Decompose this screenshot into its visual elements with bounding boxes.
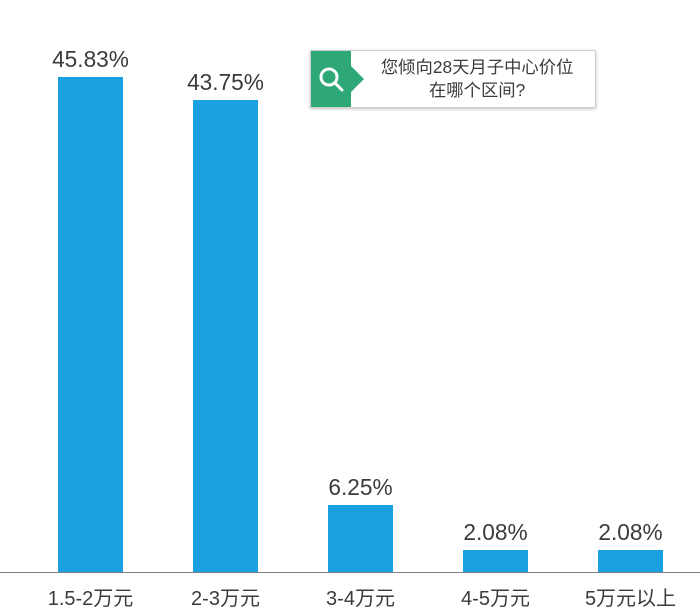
bar-category-label: 3-4万元	[291, 582, 431, 611]
bar: 6.25%3-4万元	[328, 505, 393, 573]
bar: 2.08%5万元以上	[598, 550, 663, 572]
callout-icon-box	[311, 51, 351, 107]
bar-rect	[328, 505, 393, 573]
search-icon	[316, 64, 346, 94]
x-axis-line	[0, 572, 700, 573]
bar-value-label: 45.83%	[21, 46, 161, 73]
bar-rect	[193, 100, 258, 573]
bar: 43.75%2-3万元	[193, 100, 258, 573]
question-callout: 您倾向28天月子中心价位在哪个区间?	[310, 50, 596, 108]
bar-value-label: 6.25%	[291, 474, 431, 501]
bar-value-label: 43.75%	[156, 69, 296, 96]
bar-value-label: 2.08%	[561, 519, 700, 546]
bar: 2.08%4-5万元	[463, 550, 528, 572]
bar-rect	[598, 550, 663, 572]
bar-category-label: 4-5万元	[426, 582, 566, 611]
bar-category-label: 5万元以上	[561, 582, 700, 611]
bar-category-label: 1.5-2万元	[21, 582, 161, 611]
bar: 45.83%1.5-2万元	[58, 77, 123, 572]
bar-value-label: 2.08%	[426, 519, 566, 546]
bar-rect	[463, 550, 528, 572]
callout-arrow	[350, 65, 364, 93]
bar-category-label: 2-3万元	[156, 582, 296, 611]
bar-rect	[58, 77, 123, 572]
callout-text: 您倾向28天月子中心价位在哪个区间?	[351, 51, 595, 107]
